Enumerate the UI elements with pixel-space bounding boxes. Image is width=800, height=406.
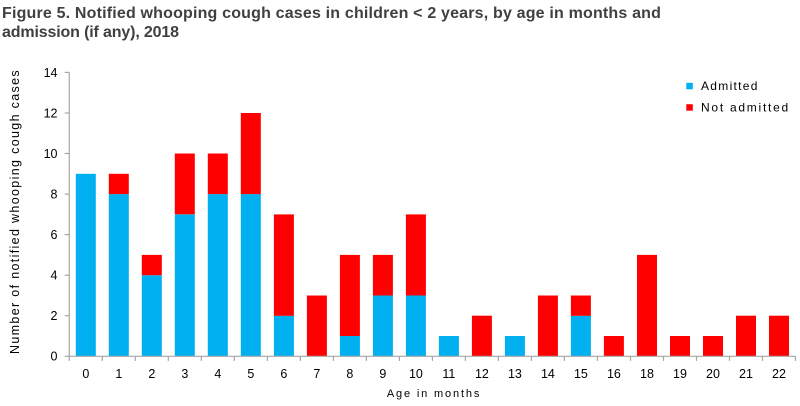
svg-text:21: 21	[739, 367, 753, 381]
svg-text:15: 15	[574, 367, 588, 381]
svg-text:10: 10	[409, 367, 423, 381]
svg-text:12: 12	[475, 367, 489, 381]
svg-text:7: 7	[313, 367, 320, 381]
svg-text:6: 6	[51, 228, 58, 242]
svg-text:18: 18	[640, 367, 654, 381]
svg-text:Number of notified whooping co: Number of notified whooping cough cases	[8, 69, 22, 354]
svg-text:5: 5	[247, 367, 254, 381]
svg-text:13: 13	[508, 367, 522, 381]
svg-text:2: 2	[51, 309, 58, 323]
svg-text:0: 0	[82, 367, 89, 381]
svg-text:Not admitted: Not admitted	[701, 100, 790, 114]
svg-text:10: 10	[44, 147, 58, 161]
svg-text:12: 12	[44, 106, 58, 120]
svg-text:4: 4	[51, 269, 58, 283]
svg-text:8: 8	[51, 188, 58, 202]
svg-text:4: 4	[214, 367, 221, 381]
svg-text:16: 16	[607, 367, 621, 381]
svg-text:Age in months: Age in months	[387, 388, 481, 400]
svg-text:20: 20	[706, 367, 720, 381]
svg-text:8: 8	[346, 367, 353, 381]
svg-text:0: 0	[51, 350, 58, 364]
svg-text:9: 9	[379, 367, 386, 381]
svg-text:14: 14	[44, 66, 58, 80]
svg-text:1: 1	[115, 367, 122, 381]
svg-text:11: 11	[442, 367, 455, 381]
svg-text:19: 19	[673, 367, 687, 381]
svg-text:Admitted: Admitted	[701, 79, 759, 93]
svg-text:6: 6	[280, 367, 287, 381]
svg-text:14: 14	[541, 367, 555, 381]
svg-text:22: 22	[772, 367, 786, 381]
svg-text:2: 2	[148, 367, 155, 381]
svg-text:3: 3	[181, 367, 188, 381]
